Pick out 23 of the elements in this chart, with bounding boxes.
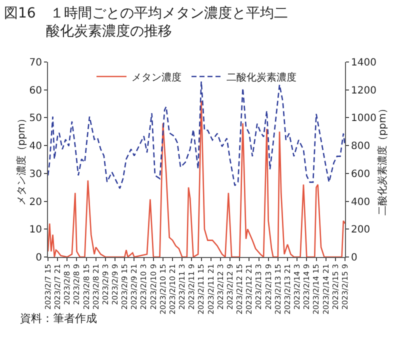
y2-tick-label: 400 xyxy=(351,196,370,208)
y2-tick-label: 800 xyxy=(351,141,370,152)
y-tick-label: 50 xyxy=(29,113,42,124)
legend-label: メタン濃度 xyxy=(132,71,182,84)
legend-label: 二酸化炭素濃度 xyxy=(226,71,296,84)
y-tick-label: 70 xyxy=(29,58,42,68)
y-tick-label: 10 xyxy=(29,224,42,236)
y2-axis-title: 二酸化炭素濃度（ppm） xyxy=(376,103,388,216)
y2-tick-label: 1400 xyxy=(351,58,376,68)
y-tick-label: 0 xyxy=(36,252,42,264)
y-tick-label: 40 xyxy=(29,141,42,152)
y-tick-label: 30 xyxy=(29,168,42,180)
y2-tick-label: 1200 xyxy=(351,85,376,96)
y-tick-label: 60 xyxy=(29,85,42,96)
chart-title: 図16 １時間ごとの平均メタン濃度と平均二酸化炭素濃度の推移 xyxy=(4,5,288,40)
y2-tick-label: 1000 xyxy=(351,113,376,124)
text: 資料：筆者作成 xyxy=(20,312,97,325)
y2-tick-label: 600 xyxy=(351,168,370,180)
y2-tick-label: 200 xyxy=(351,224,370,236)
y-tick-label: 20 xyxy=(29,196,42,208)
y2-tick-label: 0 xyxy=(351,252,358,264)
line-series xyxy=(48,80,345,190)
y-axis-title: メタン濃度（ppm） xyxy=(15,113,28,206)
